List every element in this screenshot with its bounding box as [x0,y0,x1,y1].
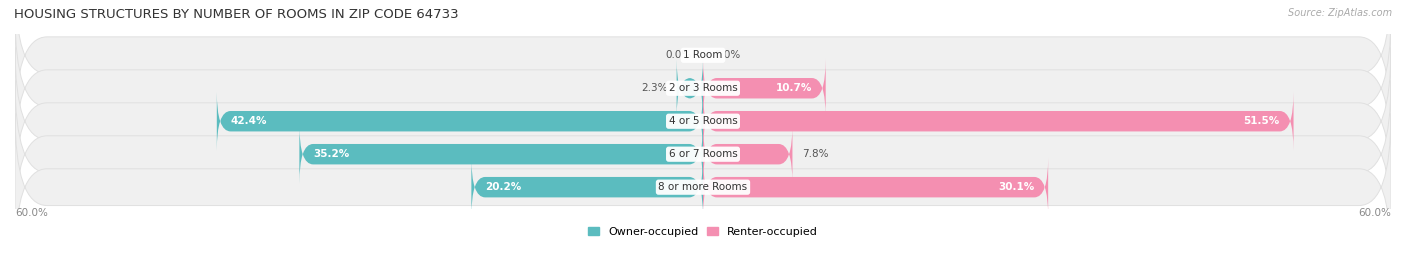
FancyBboxPatch shape [15,0,1391,129]
Text: 6 or 7 Rooms: 6 or 7 Rooms [669,149,737,159]
FancyBboxPatch shape [703,92,1294,151]
Text: Source: ZipAtlas.com: Source: ZipAtlas.com [1288,8,1392,18]
Text: 35.2%: 35.2% [314,149,349,159]
FancyBboxPatch shape [15,14,1391,162]
Text: 30.1%: 30.1% [998,182,1035,192]
Text: 51.5%: 51.5% [1243,116,1279,126]
Text: 1 Room: 1 Room [683,50,723,60]
Text: 7.8%: 7.8% [801,149,828,159]
Text: 60.0%: 60.0% [1358,208,1391,218]
Text: 8 or more Rooms: 8 or more Rooms [658,182,748,192]
Text: 60.0%: 60.0% [15,208,48,218]
Text: 10.7%: 10.7% [776,83,811,93]
FancyBboxPatch shape [299,125,703,183]
FancyBboxPatch shape [471,158,703,217]
FancyBboxPatch shape [703,125,793,183]
FancyBboxPatch shape [15,80,1391,228]
Text: 2.3%: 2.3% [641,83,668,93]
FancyBboxPatch shape [15,113,1391,261]
FancyBboxPatch shape [703,59,825,118]
FancyBboxPatch shape [217,92,703,151]
FancyBboxPatch shape [676,59,703,118]
Text: 4 or 5 Rooms: 4 or 5 Rooms [669,116,737,126]
Text: 2 or 3 Rooms: 2 or 3 Rooms [669,83,737,93]
Text: 0.0%: 0.0% [714,50,741,60]
FancyBboxPatch shape [703,158,1047,217]
Text: 42.4%: 42.4% [231,116,267,126]
Text: 0.0%: 0.0% [665,50,692,60]
FancyBboxPatch shape [15,47,1391,195]
Text: 20.2%: 20.2% [485,182,522,192]
Text: HOUSING STRUCTURES BY NUMBER OF ROOMS IN ZIP CODE 64733: HOUSING STRUCTURES BY NUMBER OF ROOMS IN… [14,8,458,21]
Legend: Owner-occupied, Renter-occupied: Owner-occupied, Renter-occupied [583,222,823,242]
